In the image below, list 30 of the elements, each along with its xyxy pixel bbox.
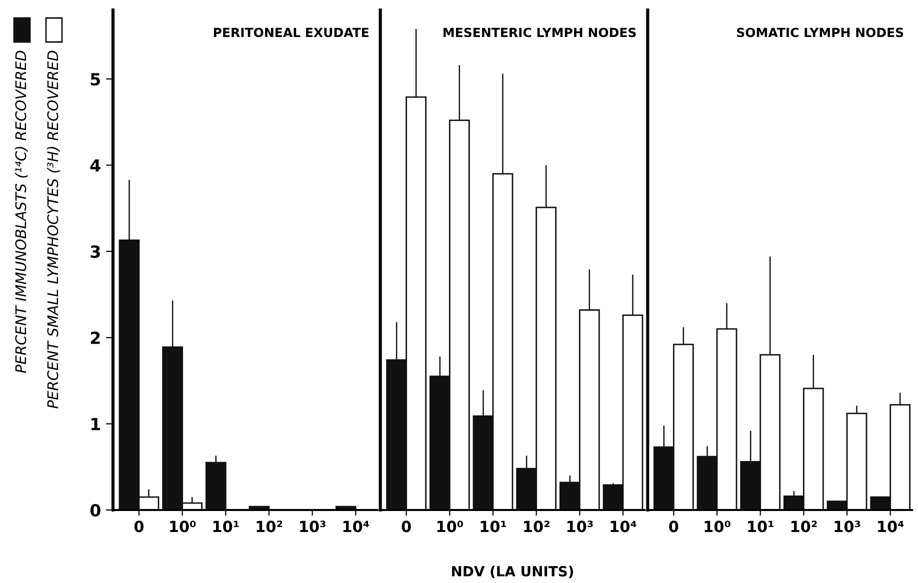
x-tick-label: 0 xyxy=(134,520,144,532)
x-tick-label: 10⁰ xyxy=(170,520,196,532)
text: MESENTERIC LYMPH NODES xyxy=(444,28,636,38)
x-tick-label: 10⁴ xyxy=(343,520,370,532)
x-tick-label: 10³ xyxy=(567,520,593,532)
y-tick-label: 5 xyxy=(90,73,100,86)
x-axis-title: NDV (LA UNITS) xyxy=(452,566,574,578)
y-tick-label: 2 xyxy=(90,332,100,344)
y-tick-label: 3 xyxy=(90,245,100,258)
x-tick-label: 10³ xyxy=(834,520,860,532)
x-tick-label: 10⁰ xyxy=(704,520,730,532)
x-tick-label: 10³ xyxy=(300,520,326,532)
x-tick-label: 10² xyxy=(791,520,817,532)
y-tick-label: 0 xyxy=(90,504,100,517)
x-tick-label: 0 xyxy=(402,520,411,532)
x-tick-label: 10⁴ xyxy=(610,520,636,532)
x-tick-label: 10⁴ xyxy=(878,520,904,532)
y-tick-label: 4 xyxy=(90,159,100,172)
x-tick-label: 10¹ xyxy=(213,520,239,532)
x-tick-label: 10⁰ xyxy=(437,520,464,532)
x-tick-label: 10¹ xyxy=(480,520,506,532)
y-tick-label: 1 xyxy=(91,418,100,430)
x-tick-label: 0 xyxy=(669,520,678,532)
x-tick-label: 10² xyxy=(524,520,550,532)
text: PERITONEAL EXUDATE xyxy=(214,28,368,38)
legend-label: PERCENT IMMUNOBLASTS (¹⁴C) RECOVERED xyxy=(14,50,28,373)
x-tick-label: 10² xyxy=(256,520,282,532)
legend-label: PERCENT SMALL LYMPHOCYTES (³H) RECOVERED xyxy=(46,50,60,408)
text: SOMATIC LYMPH NODES xyxy=(737,28,904,38)
x-tick-label: 10¹ xyxy=(748,520,774,532)
